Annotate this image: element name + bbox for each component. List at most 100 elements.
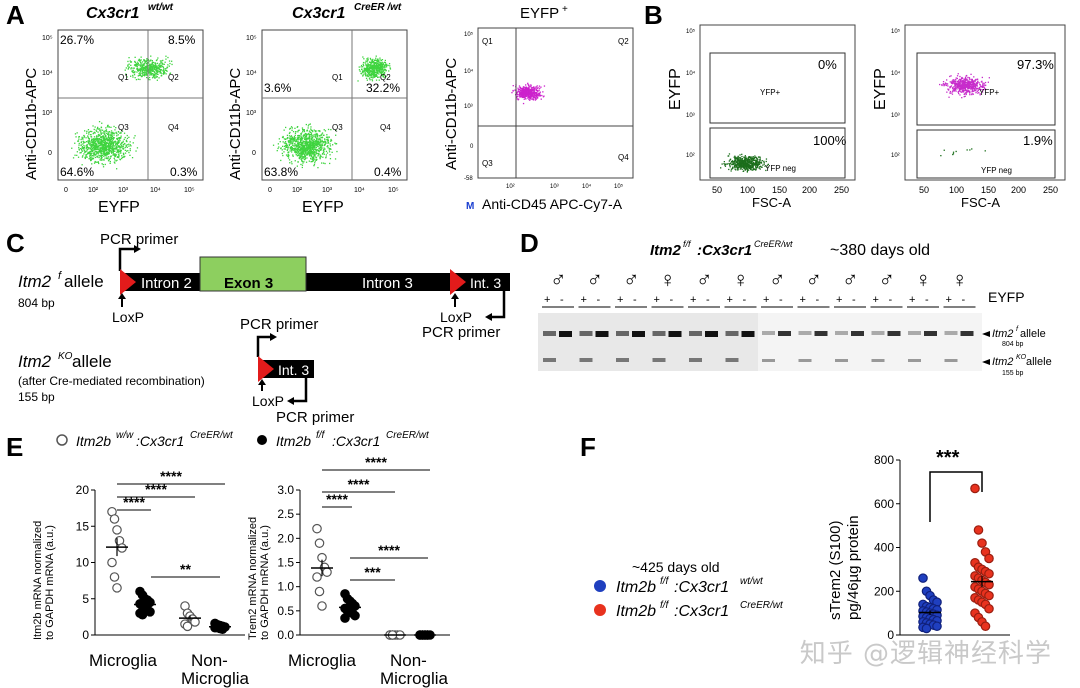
event-dot bbox=[294, 160, 296, 162]
sig-stars: **** bbox=[160, 468, 182, 484]
event-dot bbox=[98, 157, 100, 159]
event-dot bbox=[517, 90, 520, 93]
event-dot bbox=[82, 147, 84, 149]
pcr-primer-label: PCR primer bbox=[422, 324, 500, 341]
event-dot bbox=[94, 132, 96, 134]
event-dot bbox=[122, 140, 124, 142]
band-floxed bbox=[778, 331, 791, 336]
panel-c-allele-diagram: PCR primer Itm2 f allele 804 bp Intron 2… bbox=[18, 231, 510, 426]
panel-a-flow-plots: Cx3cr1 wt/wt 26.7% 8.5% 64.6% 0.3% Q1 Q2… bbox=[23, 2, 634, 216]
band-ko bbox=[835, 359, 848, 362]
event-dot bbox=[371, 75, 373, 77]
event-dot bbox=[377, 60, 380, 62]
event-dot bbox=[82, 140, 84, 142]
event-dot bbox=[104, 140, 107, 143]
event-dot bbox=[108, 141, 110, 144]
event-dot bbox=[963, 83, 965, 85]
event-dot bbox=[533, 93, 535, 95]
event-dot bbox=[384, 61, 386, 63]
event-dot bbox=[318, 153, 320, 155]
event-dot bbox=[286, 145, 288, 147]
event-dot bbox=[981, 86, 984, 88]
event-dot bbox=[968, 81, 971, 83]
event-dot bbox=[523, 96, 526, 99]
event-dot bbox=[754, 155, 756, 157]
event-dot bbox=[360, 66, 362, 68]
event-dot bbox=[976, 78, 979, 80]
event-dot bbox=[143, 74, 145, 76]
event-dot bbox=[328, 149, 330, 151]
data-point bbox=[112, 583, 122, 593]
data-points bbox=[918, 483, 994, 634]
event-dot bbox=[92, 150, 94, 152]
sig-stars: **** bbox=[326, 491, 348, 507]
event-dot bbox=[162, 63, 164, 65]
event-dot bbox=[524, 86, 526, 88]
event-dot bbox=[298, 136, 300, 138]
event-dot bbox=[372, 71, 374, 73]
event-dot bbox=[109, 149, 111, 152]
event-dot bbox=[309, 146, 311, 148]
event-dot bbox=[303, 158, 305, 161]
event-dot bbox=[362, 71, 364, 73]
event-dot bbox=[138, 59, 141, 61]
band-floxed bbox=[924, 331, 937, 336]
event-dot bbox=[107, 139, 109, 141]
x-tick: 10⁵ bbox=[184, 187, 195, 194]
panel-label-c: C bbox=[6, 228, 25, 258]
event-dot bbox=[86, 148, 89, 150]
y-tick-label: 5 bbox=[82, 592, 89, 606]
event-dot bbox=[370, 70, 372, 73]
event-dot bbox=[134, 72, 136, 74]
event-dot bbox=[95, 129, 97, 131]
event-dot bbox=[132, 69, 134, 72]
event-dot bbox=[377, 63, 379, 65]
event-dot bbox=[89, 158, 91, 160]
event-dot bbox=[973, 80, 975, 82]
event-dot bbox=[129, 141, 131, 143]
event-dot bbox=[291, 127, 293, 129]
event-dot bbox=[755, 162, 758, 164]
event-dot bbox=[72, 157, 75, 159]
event-dot bbox=[98, 121, 101, 123]
event-dot bbox=[953, 90, 955, 92]
event-dot bbox=[139, 68, 141, 70]
event-dot bbox=[977, 88, 979, 90]
event-dot bbox=[956, 85, 958, 88]
event-dot bbox=[113, 157, 115, 159]
event-dot bbox=[966, 82, 969, 84]
event-dot bbox=[735, 166, 737, 168]
event-dot bbox=[107, 138, 109, 140]
event-dot bbox=[316, 149, 318, 151]
event-dot bbox=[311, 145, 314, 147]
event-dot bbox=[374, 73, 376, 75]
event-dot bbox=[731, 163, 733, 166]
event-dot bbox=[305, 137, 308, 139]
event-dot bbox=[155, 76, 157, 78]
event-dot bbox=[729, 159, 731, 161]
event-dot bbox=[310, 128, 312, 130]
legend-red-dot-icon bbox=[594, 604, 606, 616]
event-dot bbox=[306, 150, 308, 152]
event-dot bbox=[291, 149, 293, 151]
event-dot bbox=[93, 138, 95, 140]
quadrant-pct-br: 0.3% bbox=[170, 165, 198, 179]
event-dot bbox=[283, 129, 285, 131]
event-dot bbox=[374, 59, 376, 61]
event-dot bbox=[530, 96, 532, 98]
event-dot bbox=[953, 87, 956, 90]
event-dot bbox=[118, 155, 120, 158]
event-dot bbox=[964, 77, 967, 79]
event-dot bbox=[730, 162, 732, 164]
event-dot bbox=[302, 146, 304, 148]
event-dot bbox=[293, 137, 295, 139]
event-dot bbox=[120, 145, 123, 147]
event-dot bbox=[379, 59, 381, 61]
event-dot bbox=[954, 84, 956, 86]
event-dot bbox=[314, 158, 316, 160]
y-axis-label-line2: to GAPDH mRNA (a.u.) bbox=[259, 525, 271, 640]
event-dot bbox=[85, 151, 87, 153]
event-dot bbox=[293, 149, 295, 152]
event-dot bbox=[120, 132, 122, 134]
event-dot bbox=[101, 129, 104, 131]
